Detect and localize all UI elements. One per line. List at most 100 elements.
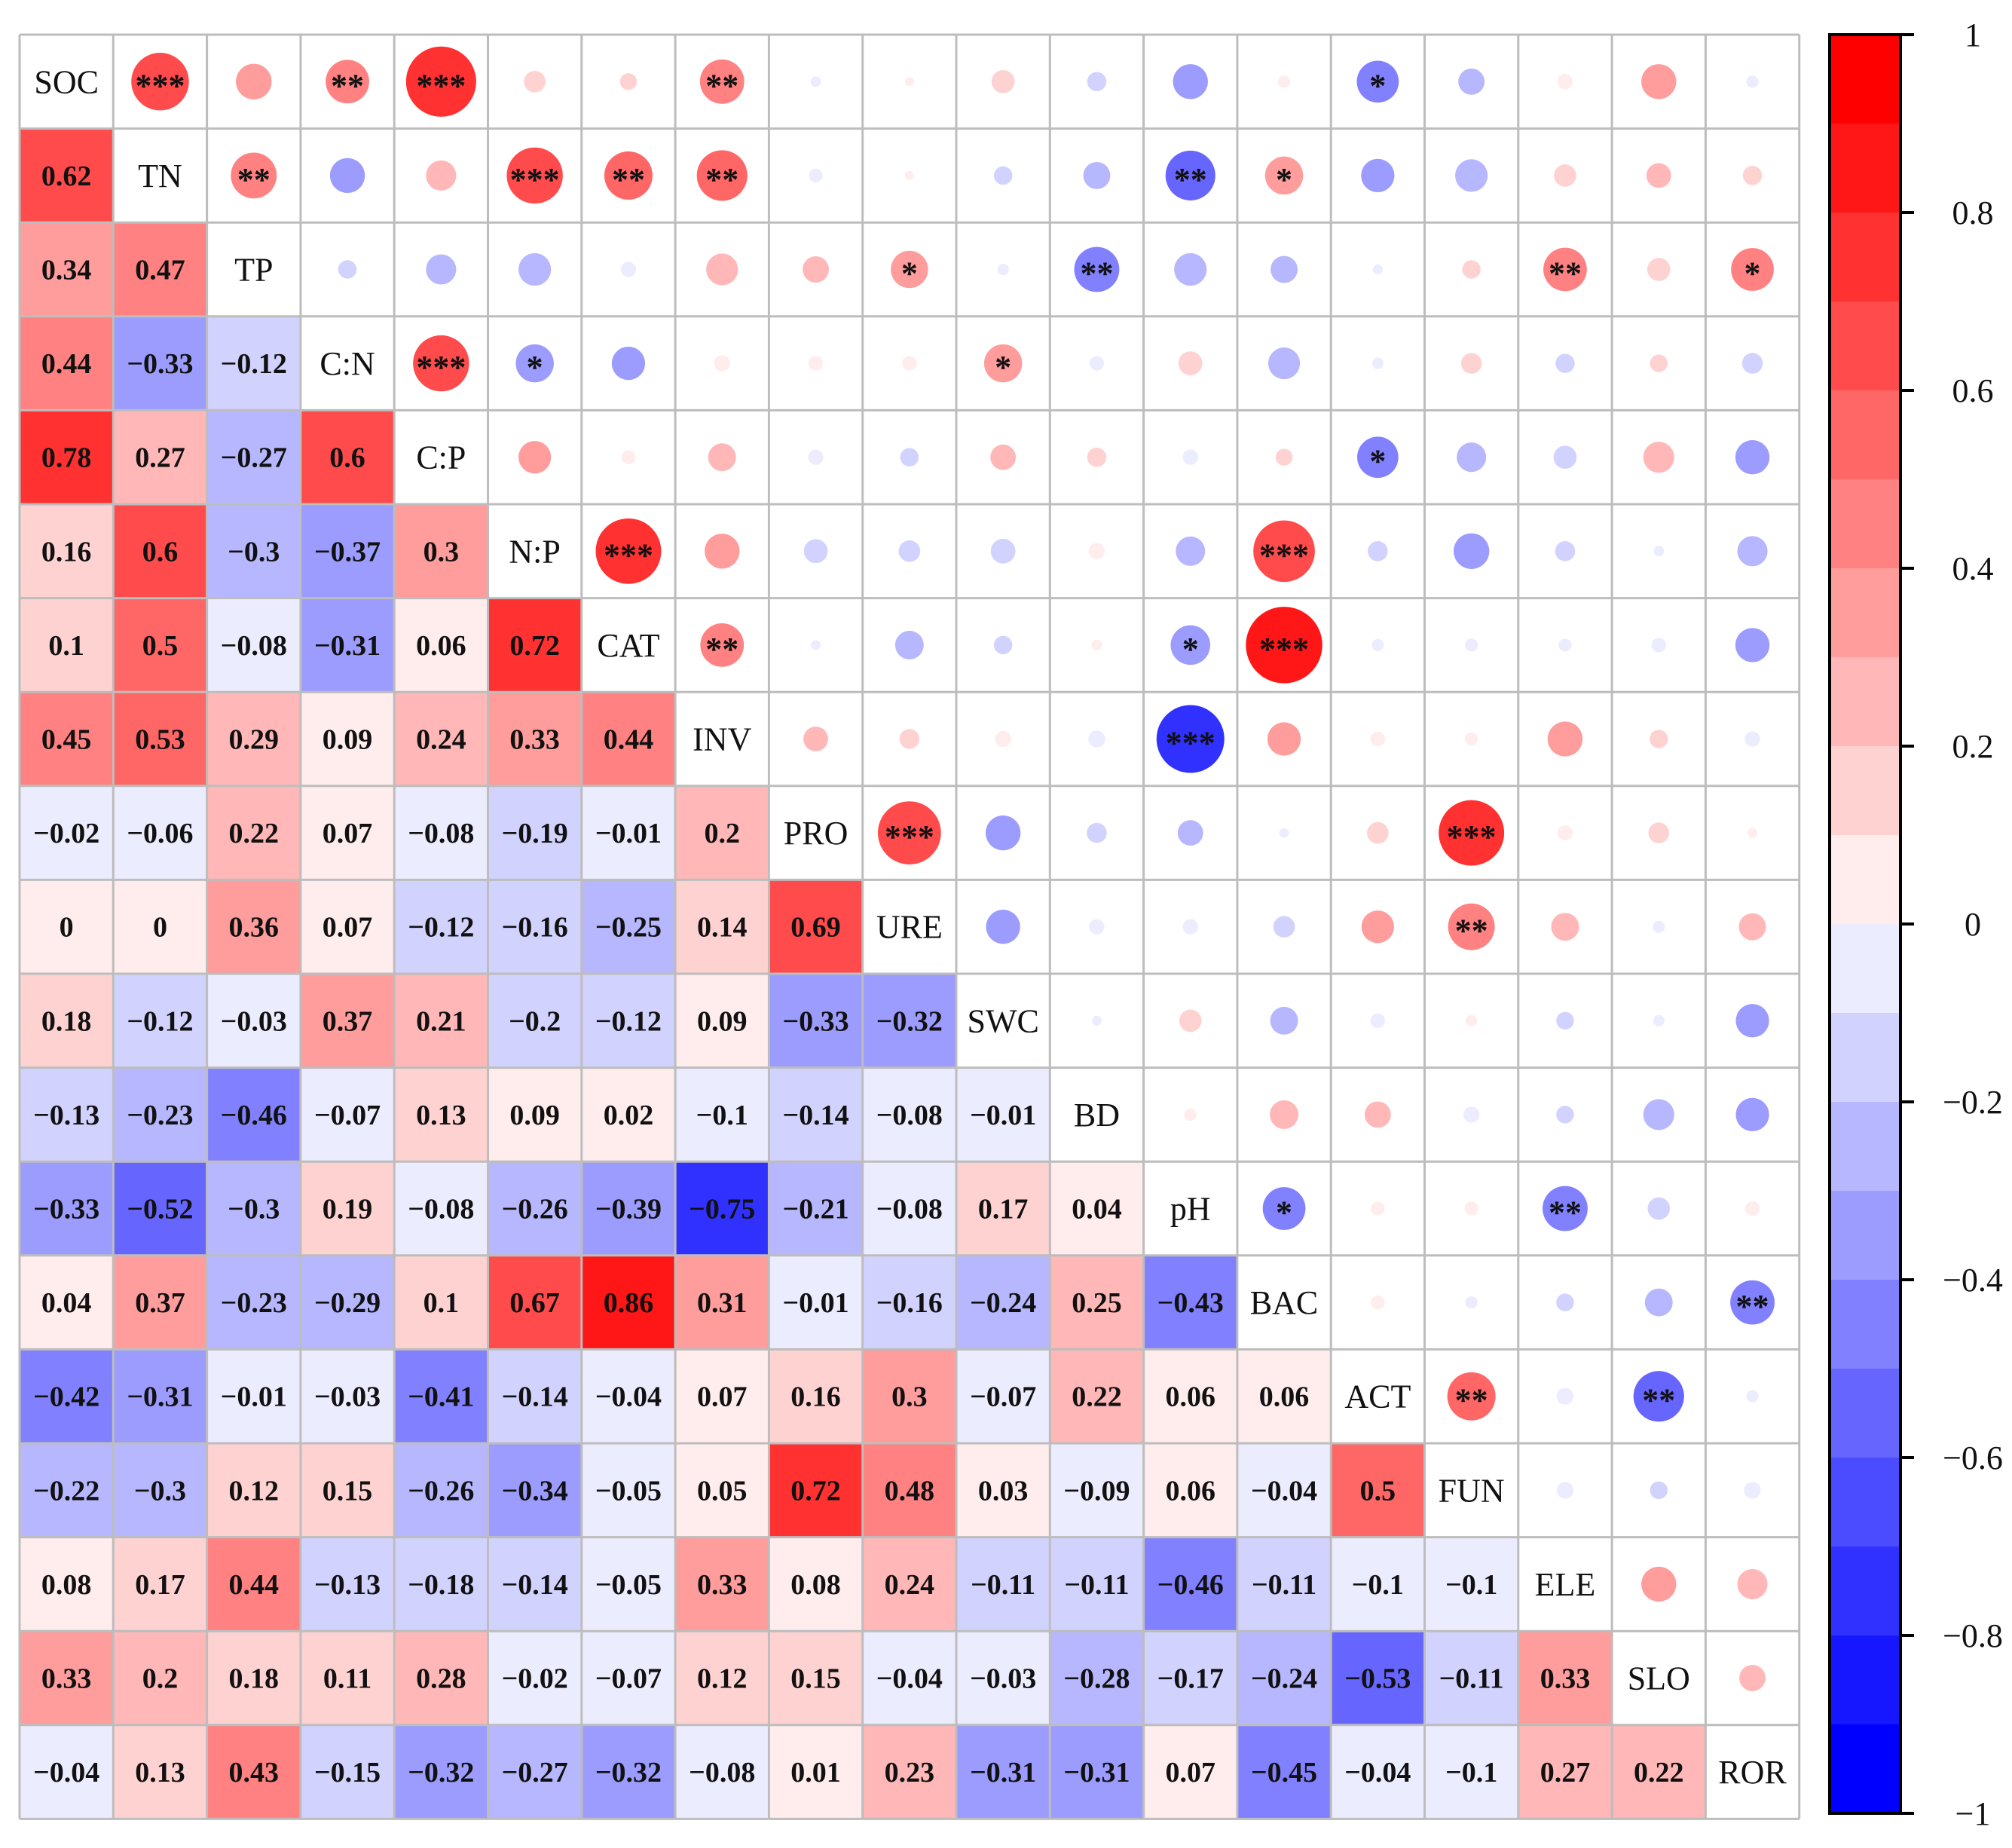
cell-value-label: −0.15 xyxy=(314,1757,381,1788)
cell-value-label: 0.18 xyxy=(41,1005,92,1037)
cell-value-label: 0.09 xyxy=(323,724,373,756)
correlation-circle xyxy=(699,59,745,104)
cell-value-label: 0.78 xyxy=(41,442,92,474)
heatmap-cell xyxy=(206,785,301,880)
colorbar-segment xyxy=(1830,746,1900,836)
heatmap-cell xyxy=(206,1537,301,1632)
significance-stars: * xyxy=(1276,1195,1292,1231)
correlation-circle xyxy=(1458,68,1485,95)
cell-value-label: −0.01 xyxy=(782,1287,849,1319)
heatmap-cell xyxy=(113,598,207,693)
correlation-circle xyxy=(1088,543,1105,559)
heatmap-cell xyxy=(862,1255,956,1350)
cell-value-label: −0.75 xyxy=(689,1194,755,1225)
cell-value-label: 0.86 xyxy=(604,1287,654,1319)
cell-value-label: 0.67 xyxy=(509,1287,560,1319)
cell-value-label: 0.04 xyxy=(1072,1194,1122,1225)
heatmap-cell xyxy=(675,1161,769,1256)
cell-value-label: −0.3 xyxy=(134,1475,186,1507)
heatmap-cell xyxy=(1237,1631,1332,1725)
cell-value-label: 0.62 xyxy=(41,161,92,192)
cell-value-label: −0.1 xyxy=(1352,1569,1404,1601)
heatmap-cell xyxy=(769,1537,863,1632)
cell-value-label: −0.04 xyxy=(595,1381,662,1413)
cell-value-label: −0.31 xyxy=(1063,1757,1130,1788)
heatmap-cell xyxy=(394,1067,488,1162)
variable-label: URE xyxy=(876,909,943,946)
correlation-circle xyxy=(1744,1482,1761,1499)
cell-value-label: −0.26 xyxy=(502,1194,568,1225)
heatmap-cell xyxy=(581,1255,676,1350)
cell-value-label: 0.09 xyxy=(697,1005,748,1037)
correlation-circle xyxy=(405,46,476,117)
correlation-circle xyxy=(1555,541,1576,561)
variable-label: BAC xyxy=(1250,1284,1318,1321)
cell-value-label: −0.17 xyxy=(1157,1663,1224,1695)
heatmap-cell xyxy=(206,410,301,504)
correlation-circle xyxy=(1177,820,1203,846)
correlation-circle xyxy=(1087,72,1107,92)
heatmap-cell xyxy=(206,1161,301,1256)
cell-value-label: −0.11 xyxy=(1439,1663,1504,1695)
cell-value-label: −0.29 xyxy=(314,1287,381,1319)
cell-value-label: −0.21 xyxy=(782,1194,849,1225)
heatmap-cell xyxy=(1050,1724,1144,1819)
colorbar-tick-label: 0.2 xyxy=(1952,728,1994,765)
heatmap-cell xyxy=(862,1537,956,1632)
heatmap-cell xyxy=(488,974,582,1068)
cell-value-label: −0.23 xyxy=(221,1287,287,1319)
cell-value-label: −0.32 xyxy=(595,1757,662,1788)
correlation-circle xyxy=(1246,607,1322,684)
heatmap-cell xyxy=(113,692,207,786)
heatmap-cell xyxy=(488,1067,582,1162)
upper-circles xyxy=(131,46,1775,1691)
cell-value-label: −0.14 xyxy=(502,1381,568,1413)
cell-value-label: −0.32 xyxy=(408,1757,474,1788)
cell-value-label: 0.6 xyxy=(329,442,365,474)
correlation-circle xyxy=(1651,638,1666,653)
cell-value-label: −0.24 xyxy=(970,1287,1036,1319)
heatmap-cell xyxy=(20,504,114,598)
cell-value-label: 0.6 xyxy=(142,536,179,568)
heatmap-cell xyxy=(300,1349,395,1443)
significance-stars: ** xyxy=(705,631,738,668)
cell-value-label: −0.11 xyxy=(1064,1569,1129,1601)
correlation-circle xyxy=(1091,1015,1102,1026)
cell-value-label: −0.14 xyxy=(782,1100,849,1131)
cell-value-label: 0.48 xyxy=(885,1475,935,1507)
correlation-circle xyxy=(1543,1186,1588,1231)
correlation-circle xyxy=(231,152,277,199)
correlation-circle xyxy=(700,623,745,667)
heatmap-cell xyxy=(769,1443,863,1537)
significance-stars: ** xyxy=(331,67,364,104)
cell-value-label: −0.07 xyxy=(595,1663,662,1695)
cell-value-label: −0.53 xyxy=(1344,1663,1411,1695)
cell-value-label: 0.22 xyxy=(1072,1381,1122,1413)
heatmap-cell xyxy=(206,598,301,693)
significance-stars: * xyxy=(527,349,543,386)
correlation-circle xyxy=(1730,1280,1775,1325)
cell-value-label: −0.37 xyxy=(314,536,381,568)
significance-stars: *** xyxy=(510,161,560,198)
correlation-circle xyxy=(705,534,740,569)
heatmap-cell xyxy=(769,974,863,1068)
significance-stars: *** xyxy=(135,67,185,104)
cell-value-label: 0.07 xyxy=(1166,1757,1216,1788)
cell-value-label: −0.46 xyxy=(1157,1569,1224,1601)
colorbar-tick-label: −0.8 xyxy=(1943,1617,2003,1654)
significance-stars: ** xyxy=(1455,1382,1488,1419)
correlation-circle xyxy=(131,53,189,111)
cell-value-label: 0.14 xyxy=(697,912,748,944)
heatmap-cell xyxy=(488,1537,582,1632)
cell-value-label: 0.17 xyxy=(135,1569,185,1601)
correlation-circle xyxy=(524,70,546,93)
variable-label: ACT xyxy=(1344,1378,1411,1415)
correlation-circle xyxy=(810,76,821,87)
colorbar-segment xyxy=(1830,568,1900,658)
correlation-circle xyxy=(326,60,369,104)
heatmap-cell xyxy=(1518,1631,1613,1725)
cell-value-label: 0.22 xyxy=(1634,1757,1684,1788)
heatmap-cell xyxy=(1518,1724,1613,1819)
cell-value-label: −0.11 xyxy=(971,1569,1035,1601)
correlation-circle xyxy=(1165,150,1215,200)
